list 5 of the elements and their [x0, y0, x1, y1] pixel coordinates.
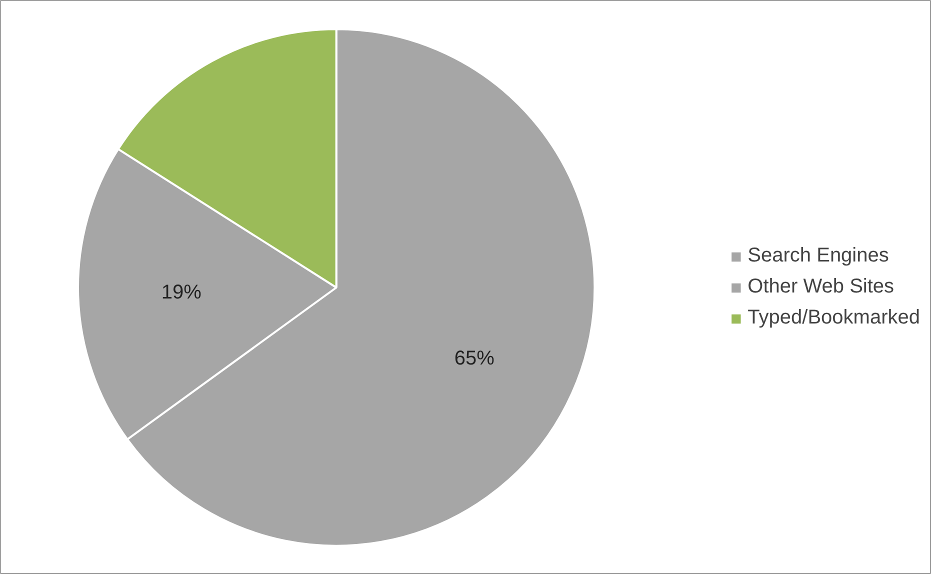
legend-label: Search Engines	[748, 244, 889, 268]
legend-label: Other Web Sites	[748, 276, 894, 298]
data-label: 65%	[454, 348, 495, 370]
legend-label: Typed/Bookmarked	[748, 306, 920, 330]
data-label: 19%	[161, 281, 202, 304]
